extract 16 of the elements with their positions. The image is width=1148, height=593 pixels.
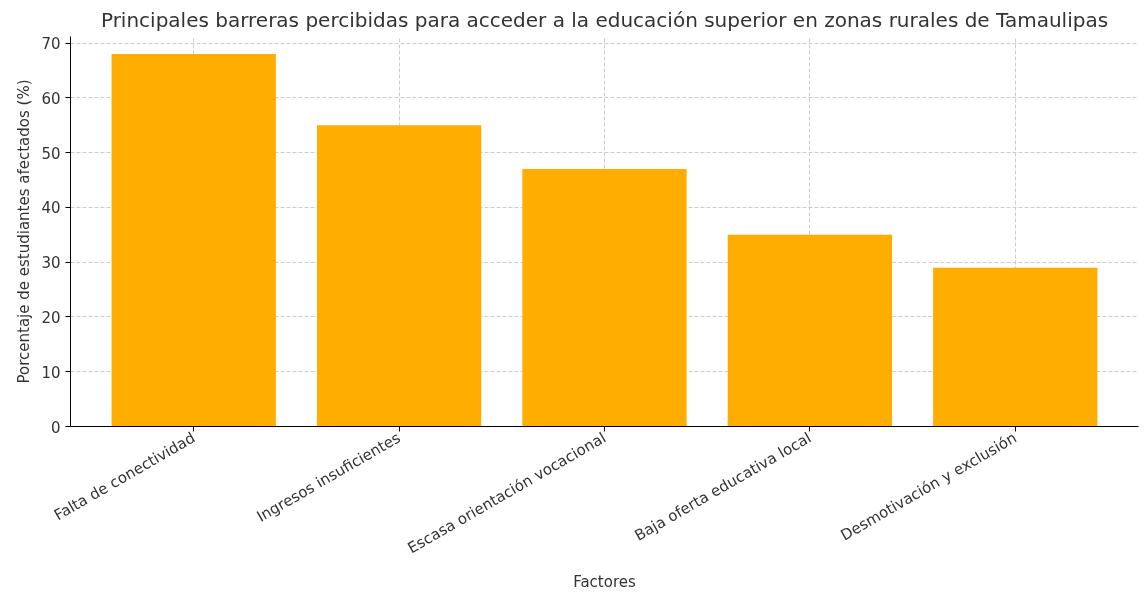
y-tick-label: 60 [41,89,61,108]
y-tick-label: 20 [41,308,61,327]
y-tick-label: 30 [41,254,61,273]
y-tick-label: 10 [41,363,61,382]
x-axis-title: Factores [573,572,636,591]
bar [727,234,893,427]
bar [522,169,687,427]
bar [111,54,276,427]
chart-title: Principales barreras percibidas para acceder a la educación superior en zonas rurales de Tamaulipas [100,7,1109,32]
y-tick-label: 40 [41,199,61,218]
y-tick-label: 70 [41,35,61,54]
bar [933,267,1098,427]
y-axis-title: Porcentaje de estudiantes afectados (%) [15,79,34,384]
y-tick-label: 50 [41,144,61,163]
bar [316,125,482,427]
y-tick-label: 0 [50,418,61,437]
